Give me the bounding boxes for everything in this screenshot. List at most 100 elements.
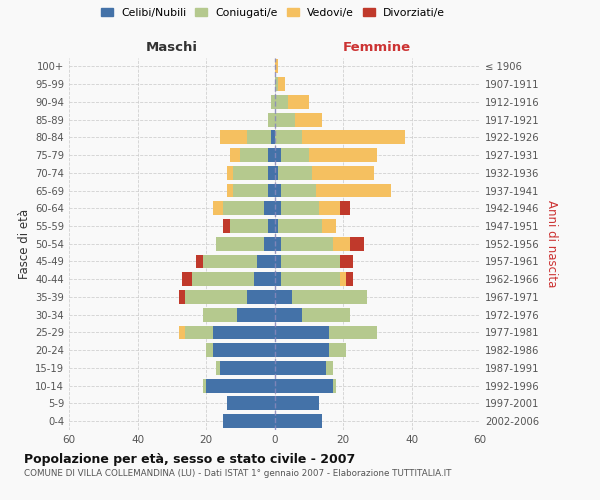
Bar (203, 378, 206, 392)
Bar (223, 414, 275, 428)
Bar (302, 308, 350, 322)
Bar (275, 396, 319, 410)
Bar (247, 290, 275, 304)
Bar (275, 308, 302, 322)
Bar (281, 202, 319, 215)
Bar (275, 237, 281, 250)
Bar (302, 130, 404, 144)
Bar (275, 272, 281, 286)
Bar (275, 130, 302, 144)
Bar (333, 237, 350, 250)
Bar (346, 272, 353, 286)
Bar (275, 77, 278, 91)
Bar (275, 219, 278, 233)
Bar (275, 112, 295, 126)
Bar (275, 290, 292, 304)
Bar (227, 396, 275, 410)
Bar (278, 219, 322, 233)
Text: Femmine: Femmine (343, 41, 412, 54)
Bar (275, 184, 281, 198)
Bar (223, 202, 264, 215)
Bar (196, 254, 203, 268)
Bar (275, 202, 281, 215)
Text: Popolazione per età, sesso e stato civile - 2007: Popolazione per età, sesso e stato civil… (24, 452, 355, 466)
Bar (275, 361, 326, 375)
Bar (309, 148, 377, 162)
Bar (237, 308, 275, 322)
Bar (233, 166, 268, 179)
Text: COMUNE DI VILLA COLLEMANDINA (LU) - Dati ISTAT 1° gennaio 2007 - Elaborazione TU: COMUNE DI VILLA COLLEMANDINA (LU) - Dati… (24, 468, 452, 477)
Bar (257, 254, 275, 268)
Bar (278, 77, 285, 91)
Bar (292, 290, 367, 304)
Bar (275, 378, 333, 392)
Bar (340, 272, 346, 286)
Bar (213, 326, 275, 340)
Bar (216, 361, 220, 375)
Bar (275, 414, 322, 428)
Bar (233, 184, 268, 198)
Bar (350, 237, 364, 250)
Bar (316, 184, 391, 198)
Bar (203, 254, 257, 268)
Bar (230, 219, 268, 233)
Bar (281, 237, 333, 250)
Bar (275, 254, 281, 268)
Bar (220, 361, 275, 375)
Bar (227, 184, 233, 198)
Bar (275, 60, 278, 74)
Bar (329, 326, 377, 340)
Bar (203, 308, 237, 322)
Bar (281, 254, 340, 268)
Bar (275, 148, 281, 162)
Bar (333, 378, 336, 392)
Bar (213, 344, 275, 357)
Bar (179, 326, 185, 340)
Y-axis label: Fasce di età: Fasce di età (18, 208, 31, 279)
Bar (288, 95, 309, 109)
Bar (295, 112, 322, 126)
Bar (271, 130, 275, 144)
Bar (223, 219, 230, 233)
Bar (220, 130, 247, 144)
Bar (340, 202, 350, 215)
Bar (247, 130, 271, 144)
Bar (281, 148, 309, 162)
Bar (275, 344, 329, 357)
Bar (281, 184, 316, 198)
Bar (275, 166, 278, 179)
Text: Maschi: Maschi (146, 41, 198, 54)
Bar (264, 202, 275, 215)
Bar (268, 184, 275, 198)
Bar (185, 326, 213, 340)
Bar (275, 95, 288, 109)
Bar (329, 344, 346, 357)
Bar (268, 219, 275, 233)
Bar (254, 272, 275, 286)
Bar (185, 290, 247, 304)
Bar (340, 254, 353, 268)
Bar (271, 95, 275, 109)
Bar (230, 148, 240, 162)
Bar (278, 166, 312, 179)
Bar (227, 166, 233, 179)
Bar (326, 361, 333, 375)
Y-axis label: Anni di nascita: Anni di nascita (545, 200, 558, 288)
Bar (216, 237, 264, 250)
Bar (213, 202, 223, 215)
Bar (182, 272, 193, 286)
Bar (268, 166, 275, 179)
Bar (268, 112, 275, 126)
Bar (268, 148, 275, 162)
Bar (322, 219, 336, 233)
Bar (319, 202, 340, 215)
Bar (275, 326, 329, 340)
Bar (206, 378, 275, 392)
Bar (192, 272, 254, 286)
Bar (206, 344, 213, 357)
Bar (264, 237, 275, 250)
Legend: Celibi/Nubili, Coniugati/e, Vedovi/e, Divorziati/e: Celibi/Nubili, Coniugati/e, Vedovi/e, Di… (98, 6, 448, 20)
Bar (281, 272, 340, 286)
Bar (240, 148, 268, 162)
Bar (179, 290, 185, 304)
